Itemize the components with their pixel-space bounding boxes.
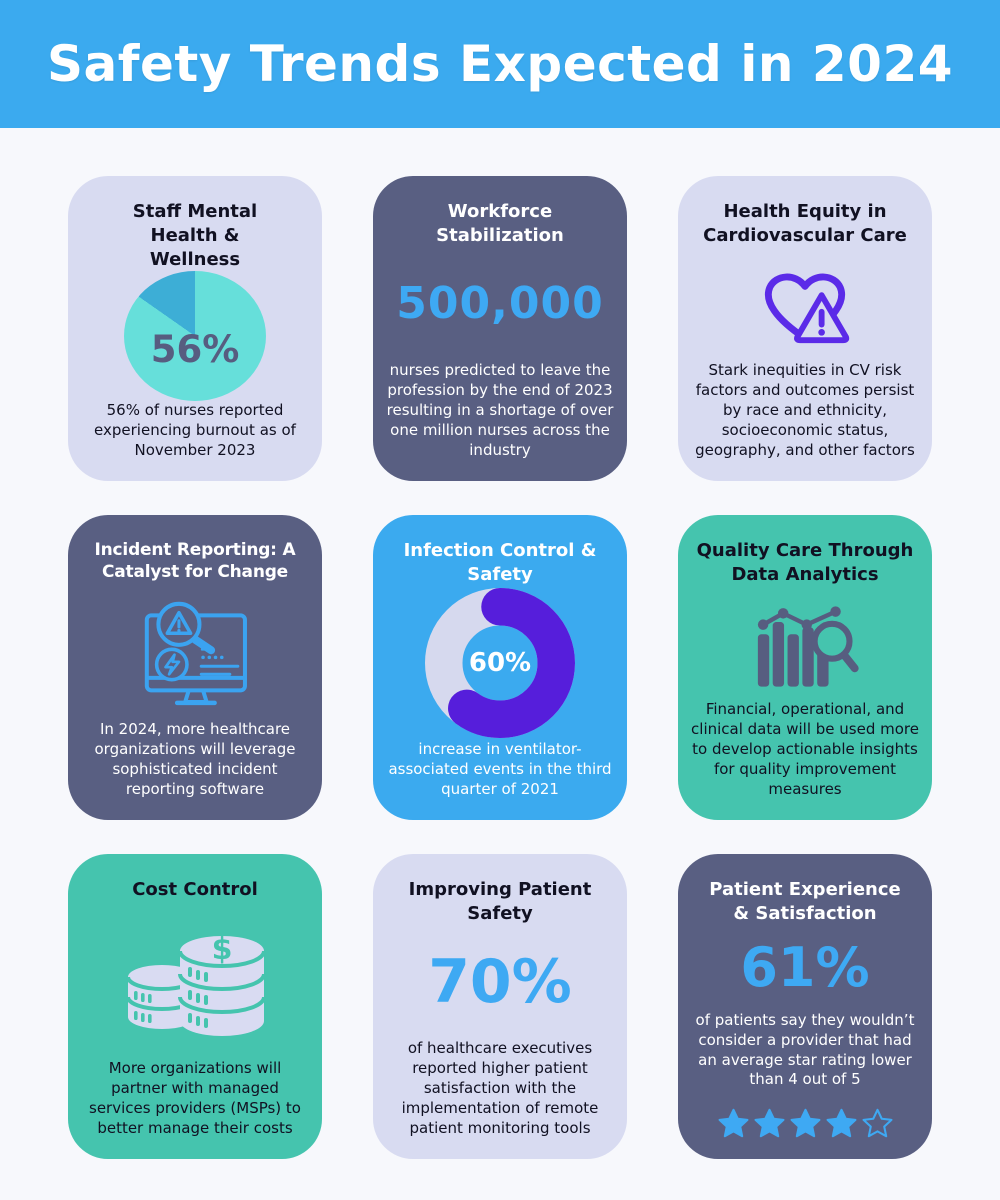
stat-value: 70% <box>428 947 572 1018</box>
card-title: Workforce Stabilization <box>436 201 564 246</box>
card-cost-control: Cost Control <box>68 854 322 1159</box>
card-body: of healthcare executives reported higher… <box>401 1039 599 1138</box>
card-title: Staff Mental Health & Wellness <box>132 201 258 270</box>
coin-stacks-icon: $ <box>120 921 270 1041</box>
donut-value-label: 60% <box>468 648 532 679</box>
card-title: Incident Reporting: A Catalyst for Chang… <box>94 540 296 583</box>
card-title: Improving Patient Safety <box>408 879 592 924</box>
star-rating <box>718 1108 893 1139</box>
star-filled-icon <box>826 1108 856 1138</box>
card-improving-patient-safety: Improving Patient Safety 70% of healthca… <box>373 854 627 1159</box>
card-title: Quality Care Through Data Analytics <box>696 540 914 585</box>
bar-chart-magnifier-icon <box>737 595 873 691</box>
card-data-analytics: Quality Care Through Data Analytics <box>678 515 932 820</box>
stat-value: 61% <box>740 936 870 1000</box>
card-title: Cost Control <box>132 879 258 900</box>
star-filled-icon <box>790 1108 820 1138</box>
pie-chart-icon: 56% <box>124 271 266 402</box>
star-outline-icon <box>862 1108 892 1138</box>
card-body: increase in ventilator-associated events… <box>388 740 612 799</box>
page-title: Safety Trends Expected in 2024 <box>46 35 954 93</box>
card-title: Patient Experience & Satisfaction <box>709 879 901 924</box>
card-patient-experience: Patient Experience & Satisfaction 61% of… <box>678 854 932 1159</box>
card-body: Financial, operational, and clinical dat… <box>691 700 919 799</box>
heart-warning-icon <box>755 260 855 348</box>
donut-chart-icon: 60% <box>425 588 575 739</box>
cards-grid: Staff Mental Health & Wellness 56% 56% o… <box>68 176 932 1159</box>
star-filled-icon <box>754 1108 784 1138</box>
card-health-equity: Health Equity in Cardiovascular Care Sta… <box>678 176 932 481</box>
card-incident-reporting: Incident Reporting: A Catalyst for Chang… <box>68 515 322 820</box>
svg-text:$: $ <box>212 932 233 967</box>
stat-value: 500,000 <box>396 278 604 330</box>
card-body: More organizations will partner with man… <box>89 1059 301 1138</box>
star-filled-icon <box>718 1108 748 1138</box>
card-title: Infection Control & Safety <box>403 540 597 585</box>
card-body: of patients say they wouldn’t consider a… <box>695 1010 915 1089</box>
card-body: In 2024, more healthcare organizations w… <box>94 720 296 799</box>
incident-monitor-icon <box>131 594 259 710</box>
header-banner: Safety Trends Expected in 2024 <box>0 0 1000 128</box>
card-staff-mental-health: Staff Mental Health & Wellness 56% 56% o… <box>68 176 322 481</box>
pie-value-label: 56% <box>150 327 240 371</box>
card-body: Stark inequities in CV risk factors and … <box>695 361 915 460</box>
card-body: nurses predicted to leave the profession… <box>386 361 614 460</box>
card-title: Health Equity in Cardiovascular Care <box>703 201 907 246</box>
card-infection-control: Infection Control & Safety 60% increase … <box>373 515 627 820</box>
card-body: 56% of nurses reported experiencing burn… <box>94 401 296 460</box>
card-workforce-stabilization: Workforce Stabilization 500,000 nurses p… <box>373 176 627 481</box>
